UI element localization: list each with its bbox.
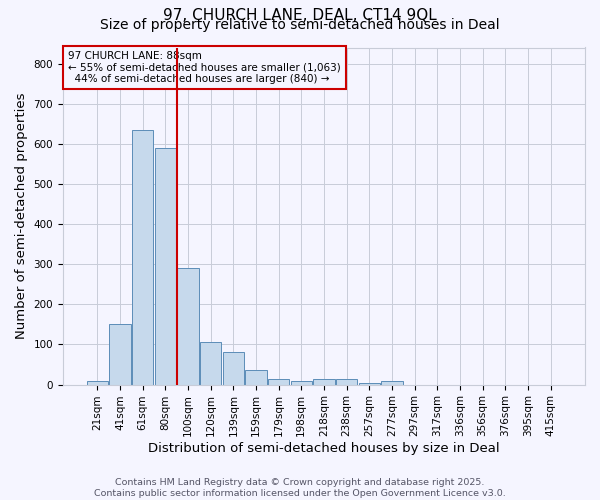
Bar: [86, 380, 108, 384]
Bar: [132, 130, 154, 384]
Bar: [200, 342, 221, 384]
Text: Size of property relative to semi-detached houses in Deal: Size of property relative to semi-detach…: [100, 18, 500, 32]
Text: Contains HM Land Registry data © Crown copyright and database right 2025.
Contai: Contains HM Land Registry data © Crown c…: [94, 478, 506, 498]
Text: 97, CHURCH LANE, DEAL, CT14 9QL: 97, CHURCH LANE, DEAL, CT14 9QL: [163, 8, 437, 22]
Bar: [177, 268, 199, 384]
Bar: [223, 352, 244, 384]
Y-axis label: Number of semi-detached properties: Number of semi-detached properties: [15, 93, 28, 340]
Bar: [359, 382, 380, 384]
Bar: [109, 324, 131, 384]
Bar: [155, 148, 176, 384]
Bar: [268, 378, 289, 384]
Bar: [336, 380, 358, 384]
Bar: [290, 380, 312, 384]
Bar: [245, 370, 267, 384]
Bar: [381, 380, 403, 384]
X-axis label: Distribution of semi-detached houses by size in Deal: Distribution of semi-detached houses by …: [148, 442, 500, 455]
Text: 97 CHURCH LANE: 88sqm
← 55% of semi-detached houses are smaller (1,063)
  44% of: 97 CHURCH LANE: 88sqm ← 55% of semi-deta…: [68, 51, 341, 84]
Bar: [313, 380, 335, 384]
